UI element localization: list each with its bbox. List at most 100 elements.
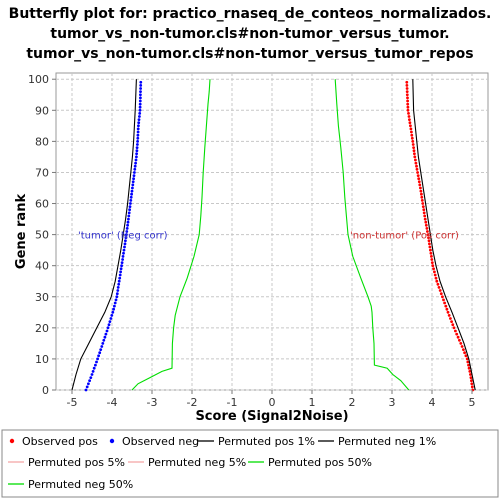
data-point <box>139 93 142 97</box>
data-point <box>132 174 136 178</box>
data-point <box>88 379 91 383</box>
data-point <box>427 236 430 240</box>
x-tick-label: -1 <box>227 396 238 409</box>
data-point <box>432 267 435 271</box>
data-point <box>112 307 115 311</box>
data-point <box>134 161 138 165</box>
data-point <box>445 307 449 311</box>
data-point <box>416 174 420 178</box>
data-point <box>405 84 409 87</box>
data-point <box>444 304 448 308</box>
legend-label-permuted-neg-1: Permuted neg 1% <box>338 435 436 448</box>
data-point <box>413 152 416 156</box>
x-tick-label: 0 <box>269 396 276 409</box>
data-point <box>103 335 107 339</box>
legend-label-permuted-neg-50: Permuted neg 50% <box>28 478 133 491</box>
legend-label-permuted-pos-50: Permuted pos 50% <box>268 456 372 469</box>
data-point <box>412 149 416 153</box>
data-point <box>420 195 424 199</box>
data-point <box>139 90 142 93</box>
data-point <box>125 227 129 230</box>
data-point <box>130 189 134 193</box>
x-tick-label: 3 <box>389 396 396 409</box>
data-point <box>122 248 126 252</box>
data-point <box>409 124 412 128</box>
data-point <box>129 202 132 205</box>
data-point <box>139 84 143 87</box>
data-point <box>96 357 99 361</box>
data-point <box>449 317 452 320</box>
data-point <box>411 143 415 146</box>
y-tick-label: 60 <box>35 198 49 211</box>
data-point <box>407 112 410 115</box>
x-tick-label: 1 <box>309 396 316 409</box>
data-point <box>462 348 465 351</box>
data-point <box>467 366 471 370</box>
data-point <box>138 108 142 112</box>
data-point <box>121 255 125 258</box>
data-point <box>431 264 435 268</box>
y-axis-title: Gene rank <box>14 194 29 270</box>
data-point <box>129 199 133 202</box>
data-point <box>136 140 140 143</box>
data-point <box>427 239 431 243</box>
data-point <box>424 220 428 224</box>
data-point <box>139 96 142 100</box>
data-point <box>450 320 453 323</box>
data-point <box>136 127 140 131</box>
x-tick-label: -4 <box>107 396 118 409</box>
data-point <box>419 186 422 190</box>
data-point <box>107 323 111 327</box>
y-tick-label: 10 <box>35 353 49 366</box>
series-permuted-neg-1 <box>71 79 137 391</box>
data-point <box>408 121 412 125</box>
data-point <box>424 223 428 227</box>
data-point <box>129 195 133 199</box>
data-point <box>133 171 136 174</box>
data-point <box>99 348 103 351</box>
data-point <box>126 223 129 227</box>
data-point <box>420 199 424 202</box>
y-tick-label: 90 <box>35 104 49 117</box>
data-point <box>127 214 131 218</box>
x-tick-label: 5 <box>469 396 476 409</box>
data-point <box>421 202 425 205</box>
data-point <box>123 245 126 249</box>
y-tick-label: 70 <box>35 166 49 179</box>
data-point <box>428 245 432 249</box>
data-point <box>115 295 119 299</box>
data-point <box>417 177 421 181</box>
legend-label-observed-pos: Observed pos <box>22 435 98 448</box>
legend-label-permuted-pos-5: Permuted pos 5% <box>28 456 125 469</box>
y-tick-label: 40 <box>35 260 49 273</box>
data-point <box>409 127 413 131</box>
data-point <box>117 279 121 283</box>
data-point <box>465 357 469 361</box>
data-point <box>420 192 423 196</box>
data-point <box>108 320 112 323</box>
data-point <box>137 124 140 128</box>
legend-box <box>1 429 499 498</box>
legend-label-permuted-pos-1: Permuted pos 1% <box>218 435 315 448</box>
data-point <box>137 121 141 125</box>
data-point <box>138 99 142 103</box>
data-point <box>463 351 466 355</box>
data-point <box>446 310 450 314</box>
data-point <box>417 180 421 184</box>
data-point <box>109 317 113 320</box>
data-point <box>459 342 463 345</box>
data-point <box>443 301 446 305</box>
data-point <box>406 108 410 112</box>
data-point <box>138 112 142 115</box>
data-point <box>418 183 422 187</box>
data-point <box>131 183 135 187</box>
data-point <box>434 276 438 280</box>
data-point <box>138 105 142 109</box>
series-permuted-neg-50 <box>131 79 211 391</box>
data-point <box>439 292 443 296</box>
x-tick-label: -2 <box>187 396 198 409</box>
data-point <box>447 314 451 317</box>
data-point <box>113 304 116 308</box>
data-point <box>422 208 426 212</box>
